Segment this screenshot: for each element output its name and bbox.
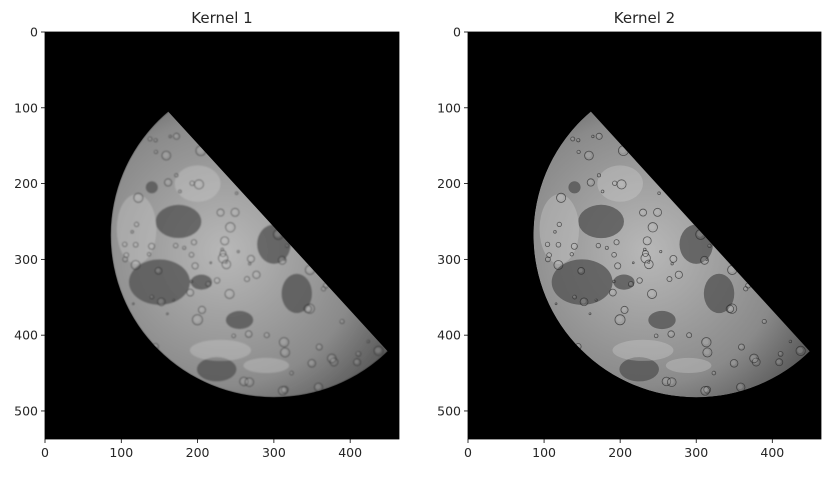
x-tick-label: 200: [608, 445, 632, 460]
panel-title: Kernel 2: [614, 9, 675, 27]
y-tick-label: 0: [30, 25, 38, 40]
y-tick-label: 500: [437, 403, 461, 418]
subplot-1: Kernel 1 0 100 200 300 400 0 100 200 300 400 500: [14, 9, 437, 460]
x-tick-label: 200: [186, 445, 210, 460]
x-tick-label: 300: [262, 445, 286, 460]
subplot-2: Kernel 2 0 100 200 300 400 0 100 200 300 400 500: [437, 9, 831, 460]
y-tick-label: 100: [437, 100, 461, 115]
y-tick-label: 100: [14, 100, 38, 115]
x-tick-label: 300: [684, 445, 708, 460]
y-tick-label: 200: [437, 176, 461, 191]
x-tick-label: 0: [464, 445, 472, 460]
x-tick-label: 100: [532, 445, 556, 460]
x-tick-label: 0: [41, 445, 49, 460]
x-tick-label: 400: [760, 445, 784, 460]
y-tick-label: 300: [14, 252, 38, 267]
x-tick-label: 400: [338, 445, 362, 460]
panel-title: Kernel 1: [191, 9, 252, 27]
y-tick-label: 0: [453, 25, 461, 40]
y-tick-label: 500: [14, 403, 38, 418]
x-tick-label: 100: [109, 445, 133, 460]
y-tick-label: 200: [14, 176, 38, 191]
y-tick-label: 400: [437, 328, 461, 343]
y-tick-label: 400: [14, 328, 38, 343]
y-tick-label: 300: [437, 252, 461, 267]
